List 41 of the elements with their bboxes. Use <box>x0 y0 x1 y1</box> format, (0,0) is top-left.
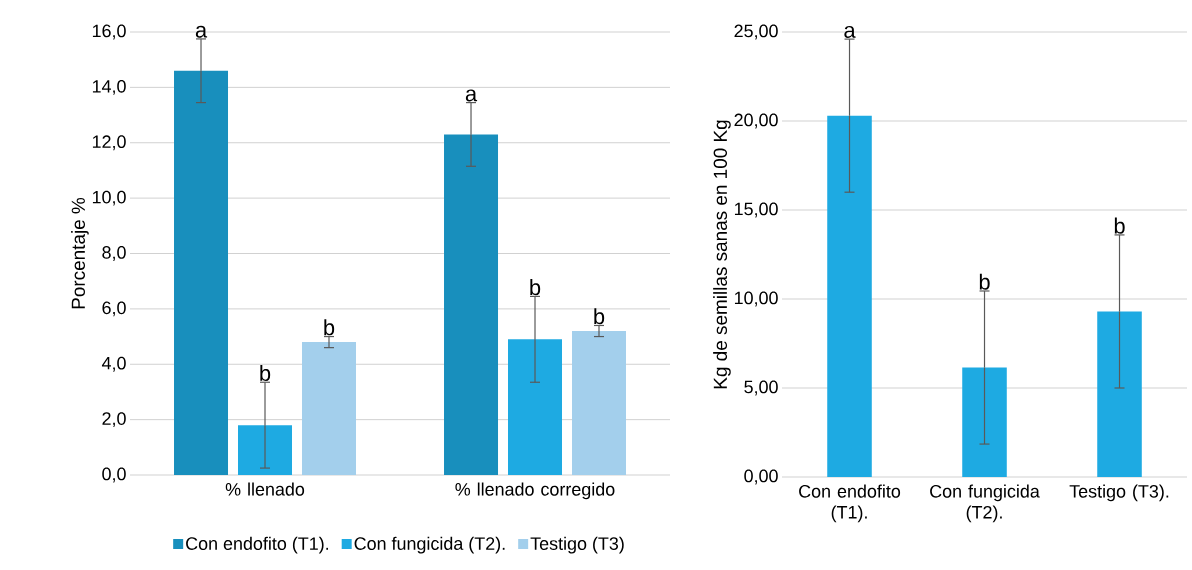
annotation: a <box>465 89 478 102</box>
x-tick-label: Con endofito (T1). <box>799 484 901 523</box>
y-tick-label: 10,0 <box>92 190 126 206</box>
bar <box>444 134 499 475</box>
annotation: b <box>594 308 605 325</box>
y-tick-label: 2,0 <box>102 412 126 428</box>
bar <box>1097 311 1142 477</box>
annotation: b <box>979 273 990 290</box>
x-tick-label: Testigo (T3). <box>1069 484 1169 502</box>
y-tick-label: 8,0 <box>102 246 126 261</box>
bar <box>301 342 356 475</box>
y-tick-label: 0,00 <box>744 469 778 485</box>
y-tick-label: 16,0 <box>92 24 126 40</box>
bar <box>827 115 872 477</box>
y-tick-label: 0,0 <box>102 467 126 483</box>
y-tick-label: 15,00 <box>734 202 778 218</box>
y-tick-label: 12,0 <box>92 135 126 151</box>
x-tick-label: % llenado <box>225 482 305 496</box>
bar <box>508 339 562 475</box>
annotation: a <box>844 25 856 38</box>
y-axis-title: Kg de semillas sanas en 100 Kg <box>713 120 731 389</box>
y-tick-label: 25,00 <box>734 24 778 40</box>
y-axis-title: Porcentaje % <box>71 197 89 309</box>
y-tick-label: 4,0 <box>101 356 126 372</box>
bar <box>174 70 229 475</box>
legend-label: Con endofito (T1). <box>186 536 329 554</box>
annotation: b <box>1114 217 1125 234</box>
x-tick-label: Con fungicida (T2). <box>930 484 1040 523</box>
y-tick-label: 20,00 <box>734 113 778 129</box>
bar <box>572 331 626 475</box>
y-tick-label: 10,00 <box>734 291 778 307</box>
annotation: b <box>324 319 335 336</box>
y-tick-label: 6,0 <box>102 301 126 317</box>
y-tick-label: 14,0 <box>92 79 126 95</box>
annotation: b <box>260 364 271 382</box>
x-tick-label: % llenado corregido <box>455 482 615 500</box>
legend-label: Testigo (T3) <box>530 536 624 554</box>
annotation: a <box>195 25 208 38</box>
y-tick-label: 5,00 <box>744 380 778 396</box>
annotation: b <box>530 279 541 296</box>
legend-label: Con fungicida (T2). <box>354 536 505 554</box>
